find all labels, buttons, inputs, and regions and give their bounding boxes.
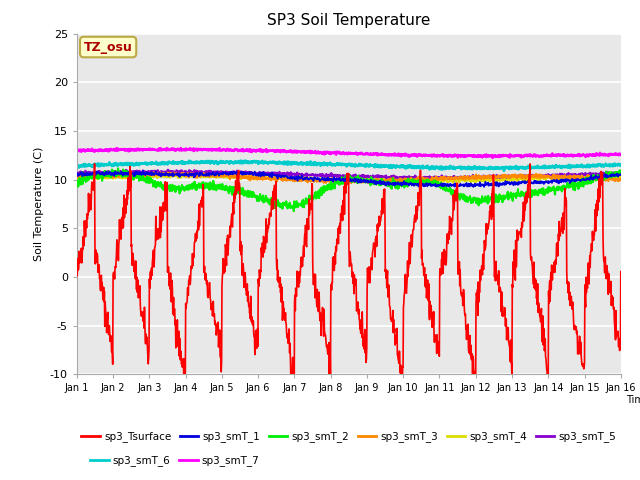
Y-axis label: Soil Temperature (C): Soil Temperature (C) <box>34 147 44 261</box>
Text: Time: Time <box>626 395 640 405</box>
Legend: sp3_smT_6, sp3_smT_7: sp3_smT_6, sp3_smT_7 <box>86 451 264 470</box>
Text: TZ_osu: TZ_osu <box>84 40 132 54</box>
Title: SP3 Soil Temperature: SP3 Soil Temperature <box>267 13 431 28</box>
